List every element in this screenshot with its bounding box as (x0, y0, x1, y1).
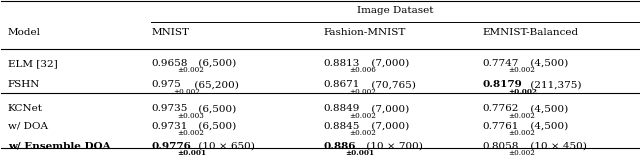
Text: (7,000): (7,000) (367, 122, 409, 131)
Text: EMNIST-Balanced: EMNIST-Balanced (483, 28, 579, 37)
Text: 0.8813: 0.8813 (323, 59, 360, 68)
Text: MNIST: MNIST (151, 28, 189, 37)
Text: FSHN: FSHN (8, 80, 40, 89)
Text: ±0.002: ±0.002 (509, 129, 536, 137)
Text: KCNet: KCNet (8, 104, 43, 113)
Text: ±0.006: ±0.006 (349, 66, 376, 74)
Text: (4,500): (4,500) (527, 122, 568, 131)
Text: 0.8058: 0.8058 (483, 142, 519, 151)
Text: ±0.002: ±0.002 (173, 87, 200, 95)
Text: ±0.002: ±0.002 (509, 66, 536, 74)
Text: Fashion-MNIST: Fashion-MNIST (323, 28, 406, 37)
Text: w/ Ensemble DOA: w/ Ensemble DOA (8, 142, 110, 151)
Text: 0.9735: 0.9735 (151, 104, 188, 113)
Text: w/ DOA: w/ DOA (8, 122, 48, 131)
Text: 0.8845: 0.8845 (323, 122, 360, 131)
Text: 0.7761: 0.7761 (483, 122, 519, 131)
Text: ±0.002: ±0.002 (509, 112, 536, 119)
Text: (10 × 650): (10 × 650) (195, 142, 255, 151)
Text: Model: Model (8, 28, 41, 37)
Text: (10 × 450): (10 × 450) (527, 142, 587, 151)
Text: 0.8671: 0.8671 (323, 80, 360, 89)
Text: ±0.002: ±0.002 (177, 66, 204, 74)
Text: (70,765): (70,765) (367, 80, 415, 89)
Text: (6,500): (6,500) (195, 122, 237, 131)
Text: ±0.002: ±0.002 (349, 87, 376, 95)
Text: (6,500): (6,500) (195, 104, 237, 113)
Text: (4,500): (4,500) (527, 59, 568, 68)
Text: ±0.001: ±0.001 (177, 149, 206, 157)
Text: ±0.002: ±0.002 (349, 129, 376, 137)
Text: ±0.002: ±0.002 (177, 129, 204, 137)
Text: 0.7747: 0.7747 (483, 59, 519, 68)
Text: ±0.002: ±0.002 (509, 149, 536, 157)
Text: (10 × 700): (10 × 700) (364, 142, 423, 151)
Text: ELM [32]: ELM [32] (8, 59, 58, 68)
Text: (7,000): (7,000) (367, 104, 409, 113)
Text: 0.9776: 0.9776 (151, 142, 191, 151)
Text: 0.886: 0.886 (323, 142, 356, 151)
Text: (4,500): (4,500) (527, 104, 568, 113)
Text: ±0.001: ±0.001 (345, 149, 374, 157)
Text: 0.975: 0.975 (151, 80, 181, 89)
Text: ±0.003: ±0.003 (177, 112, 204, 119)
Text: 0.8849: 0.8849 (323, 104, 360, 113)
Text: 0.9731: 0.9731 (151, 122, 188, 131)
Text: Image Dataset: Image Dataset (356, 6, 433, 15)
Text: (6,500): (6,500) (195, 59, 237, 68)
Text: (7,000): (7,000) (367, 59, 409, 68)
Text: 0.7762: 0.7762 (483, 104, 519, 113)
Text: (211,375): (211,375) (527, 80, 581, 89)
Text: ±0.002: ±0.002 (509, 87, 538, 95)
Text: 0.8179: 0.8179 (483, 80, 522, 89)
Text: ±0.002: ±0.002 (349, 112, 376, 119)
Text: 0.9658: 0.9658 (151, 59, 188, 68)
Text: (65,200): (65,200) (191, 80, 239, 89)
